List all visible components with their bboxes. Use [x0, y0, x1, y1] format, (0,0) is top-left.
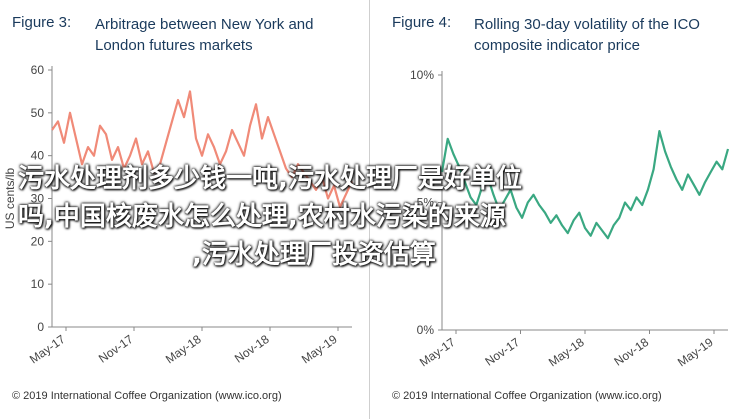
figure-4-x-tick-label: May-18: [546, 335, 587, 370]
figure-3-panel: Figure 3: Arbitrage between New York and…: [3, 14, 353, 402]
figure-3-x-tick-label: Nov-18: [232, 332, 272, 366]
overlay-text-line-1: 污水处理剂多少钱一吨,污水处理厂是好单位: [18, 164, 522, 194]
figure-3-y-axis-label: US cents/lb: [3, 167, 17, 229]
figure-4-series-line: [440, 130, 730, 240]
figure-3-y-tick-label: 30: [31, 192, 45, 206]
figure-4-label: Figure 4:: [392, 14, 452, 31]
figure-3-x-tick-label: May-19: [299, 332, 340, 367]
figure-3-y-tick-label: 10: [31, 277, 45, 291]
figure-3-y-tick-label: 60: [31, 63, 45, 77]
figure-3-x-tick-label: May-18: [163, 332, 204, 367]
figure-3-y-tick-label: 50: [31, 106, 45, 120]
figure-3-series-line: [51, 90, 353, 209]
figure-4-y-tick-label: 5%: [417, 196, 435, 210]
figure-3-label: Figure 3:: [12, 14, 72, 31]
figure-3-x-tick-label: Nov-17: [96, 332, 136, 366]
figure-4-x-tick-label: Nov-18: [611, 335, 651, 369]
overlay-text-line-2: 吗,中国核废水怎么处理,农村水污染的来源: [18, 202, 506, 232]
figure-4-credit: © 2019 International Coffee Organization…: [392, 390, 662, 402]
figure-4-chart: 0% 5% 10% May-17 Nov-17 May-18 Nov-18 May-19: [410, 68, 730, 370]
figure-3-credit: © 2019 International Coffee Organization…: [12, 390, 282, 402]
figure-3-title: Arbitrage between New York and London fu…: [95, 14, 313, 56]
figure-4-y-tick-label: 10%: [410, 68, 434, 82]
figure-4-title: Rolling 30-day volatility of the ICO com…: [474, 14, 700, 56]
figure-4-x-tick-label: May-17: [417, 335, 458, 370]
panel-divider: [369, 0, 370, 419]
figure-4-panel: Figure 4: Rolling 30-day volatility of t…: [370, 0, 739, 419]
figure-3-y-tick-label: 20: [31, 234, 45, 248]
figure-4-title-line-2: composite indicator price: [474, 37, 640, 54]
figure-4-x-tick-label: Nov-17: [482, 335, 522, 369]
figure-3-chart: 0 10 20 30 40 50 60 May-17 Nov-17 May-18 Nov-18 May…: [3, 63, 353, 367]
figure-4-x-tick-label: May-19: [675, 335, 716, 370]
figure-4-y-tick-label: 0%: [417, 323, 435, 337]
overlay-text-line-3: ,污水处理厂投资估算: [192, 240, 436, 270]
figure-3-x-tick-label: May-17: [27, 332, 68, 367]
figure-3-y-tick-label: 40: [31, 149, 45, 163]
figure-4-title-line-1: Rolling 30-day volatility of the ICO: [474, 16, 700, 33]
figure-3-title-line-1: Arbitrage between New York and: [95, 16, 314, 33]
figure-3-y-tick-label: 0: [37, 320, 44, 334]
figure-3-title-line-2: London futures markets: [95, 37, 253, 54]
